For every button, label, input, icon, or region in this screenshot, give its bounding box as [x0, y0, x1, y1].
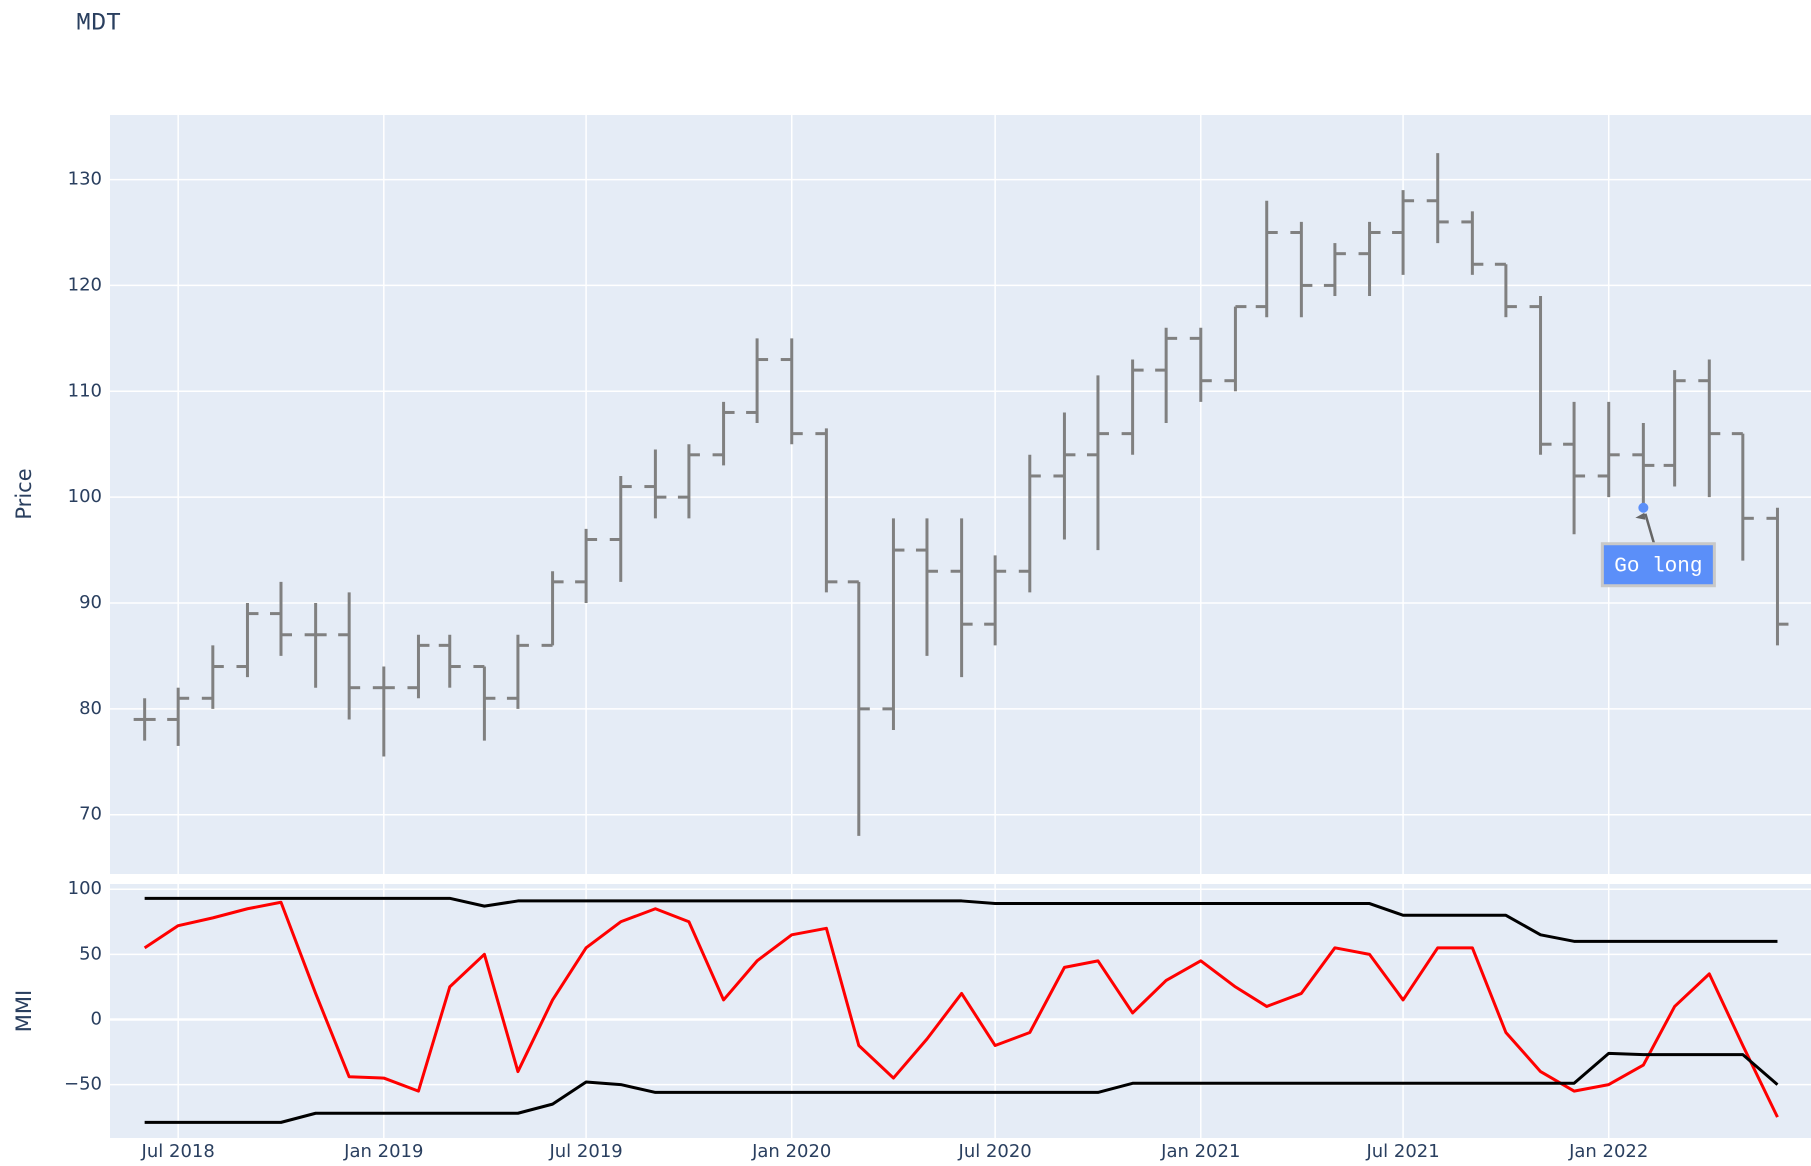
y-tick-label: 0 [91, 1008, 102, 1029]
plot-area [110, 884, 1811, 1138]
y-tick-label: 100 [68, 486, 102, 507]
y-tick-label: 50 [79, 943, 102, 964]
chart-title: MDT [76, 9, 121, 38]
y-axis-title: Price [12, 468, 36, 519]
series-line [143, 900, 1779, 1118]
y-tick-label: 130 [68, 169, 102, 190]
series-line [144, 1051, 1779, 1124]
x-tick-label: Jul 2018 [141, 1141, 215, 1162]
x-tick-label: Jan 2019 [343, 1141, 423, 1162]
plot-layer [110, 115, 1811, 874]
annotation-box [1600, 542, 1716, 588]
y-tick-label: 80 [79, 698, 102, 719]
plot-layer [110, 884, 1811, 1138]
x-tick-label: Jan 2020 [751, 1141, 831, 1162]
y-tick-label: 70 [79, 804, 102, 825]
annotation-point [1638, 502, 1649, 513]
y-tick-label: 90 [79, 592, 102, 613]
y-tick-label: 110 [68, 380, 102, 401]
x-tick-label: Jul 2021 [1365, 1141, 1439, 1162]
y-tick-label: 100 [68, 878, 102, 899]
annotation-arrow [1644, 513, 1656, 546]
x-tick-label: Jul 2019 [548, 1141, 622, 1162]
y-tick-label: −50 [64, 1074, 102, 1095]
series-line [144, 896, 1778, 943]
y-tick-label: 120 [68, 274, 102, 295]
plot-area [110, 115, 1811, 874]
x-tick-label: Jul 2020 [958, 1141, 1032, 1162]
annotation-text: Go long [1614, 555, 1702, 578]
annotation-arrowhead [1635, 512, 1646, 520]
x-tick-label: Jan 2021 [1160, 1141, 1240, 1162]
y-axis-title: MMI [12, 990, 36, 1032]
x-tick-label: Jan 2022 [1568, 1141, 1648, 1162]
